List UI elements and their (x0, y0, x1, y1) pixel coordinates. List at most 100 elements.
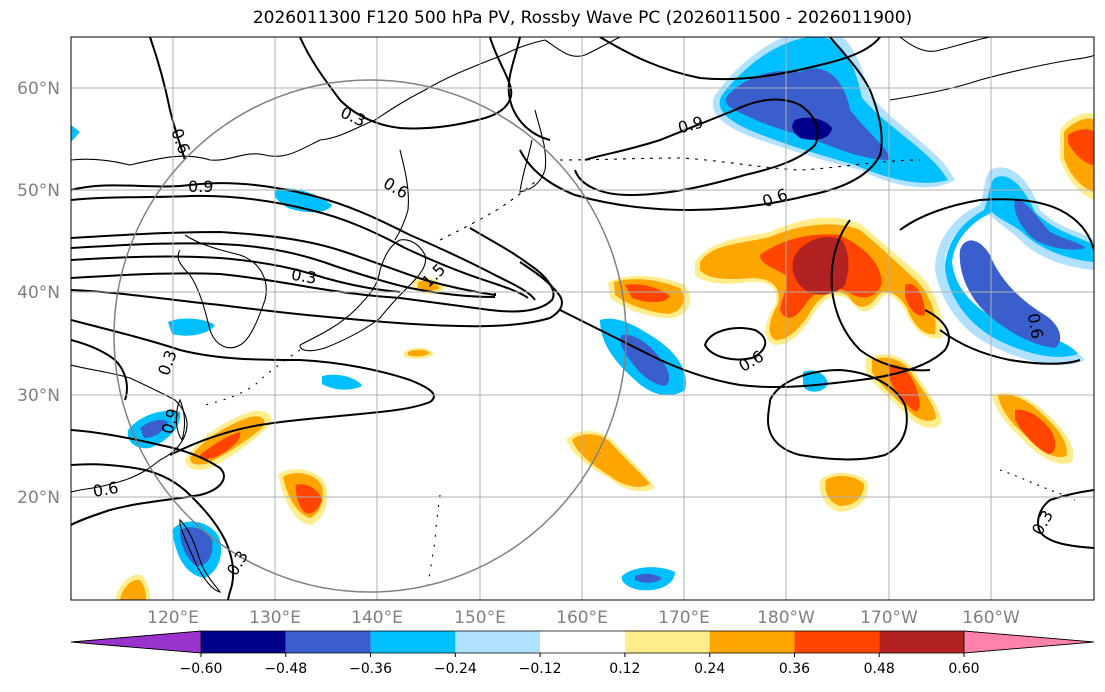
colorbar-extend-min (70, 630, 202, 654)
lon-label: 160°W (962, 608, 1020, 628)
coastline-asia-north (71, 37, 621, 166)
colorbar-extend-max (963, 630, 1095, 654)
negative-anomaly-japan-sea (274, 188, 332, 213)
pv-contour-small-loop (703, 327, 767, 361)
pv-contour-0.6-south (71, 429, 225, 526)
radius-circle (113, 79, 627, 593)
pv-contour-0.9-upper (71, 194, 529, 299)
pv-contour-0.3-east (899, 198, 1094, 365)
colorbar-segment (285, 631, 371, 653)
lon-label: 160°E (556, 608, 608, 628)
lat-label: 50°N (17, 181, 60, 201)
negative-anomaly-north-pacific-3 (725, 68, 890, 160)
positive-anomaly-small-mid-core (408, 349, 430, 357)
positive-anomaly-160w-core (1015, 409, 1056, 454)
negative-anomaly-west-edge (71, 125, 80, 142)
colorbar-tick-label: −0.24 (434, 661, 477, 677)
lon-label: 130°E (249, 608, 301, 628)
positive-anomaly-sw-corner-2 (120, 579, 146, 600)
colorbar-tick-label: 0.60 (948, 661, 979, 677)
colorbar-tick-label: 0.48 (864, 661, 895, 677)
colorbar-tick-label: −0.12 (519, 661, 562, 677)
negative-anomaly-170e-core (620, 334, 670, 386)
positive-anomaly-japan-core (418, 280, 440, 291)
lon-label: 180°W (757, 608, 815, 628)
longitude-labels: 120°E 130°E 140°E 150°E 160°E 170°E 180°… (147, 608, 1020, 628)
pv-contour-jet-4 (71, 227, 555, 313)
negative-anomaly-philippines-core (180, 527, 213, 566)
colorbar-segment (540, 631, 625, 653)
colorbar-tick-label: 0.36 (779, 661, 810, 677)
positive-anomaly-far-ne-core (1068, 129, 1094, 165)
coastlines (71, 37, 1094, 593)
coastline-japan-honshu (299, 239, 427, 352)
positive-anomaly-small-south-2 (825, 475, 864, 506)
coastline-korea-china (177, 234, 267, 349)
pv-contour-outer (71, 261, 563, 328)
pv-contour-jet-3 (71, 255, 401, 293)
colorbar-tick-label: 0.12 (609, 661, 640, 677)
colorbar-segment (455, 631, 541, 653)
colorbar-segment (709, 631, 795, 653)
negative-anomaly-small-2-core (635, 573, 662, 583)
pv-contour-0.9-pacific (574, 98, 819, 197)
contour-label: 0.6 (1024, 312, 1047, 340)
positive-anomaly-170w-core (888, 364, 920, 412)
pv-contour-0.3-south (71, 463, 235, 600)
lat-label: 30°N (17, 386, 60, 406)
colorbar-tick-label: −0.36 (349, 661, 392, 677)
colorbar-segment (879, 631, 964, 653)
contour-label: 0.9 (188, 177, 213, 196)
coastline-taiwan (175, 398, 185, 442)
map-frame (70, 36, 1095, 601)
coastline-china-south (71, 364, 188, 493)
negative-anomaly-east-2 (945, 176, 1094, 357)
map-title: 2026011300 F120 500 hPa PV, Rossby Wave … (252, 8, 913, 28)
negative-anomaly-pacific-small (322, 374, 362, 390)
coastline-kamchatka (519, 109, 547, 193)
negative-anomaly-east-4 (1014, 199, 1085, 250)
pv-contour-0.3-pacific (507, 37, 551, 141)
colorbar-segment (370, 631, 456, 653)
lon-label: 170°E (658, 608, 710, 628)
negative-anomaly-korea (168, 318, 215, 336)
colorbar-segment (624, 631, 710, 653)
negative-anomaly-taiwan-core (140, 420, 168, 438)
coastline-alaska (889, 37, 1094, 101)
positive-anomaly-165e-core (625, 284, 670, 303)
negative-anomaly-north-pacific-core (792, 117, 832, 140)
pv-contour-se (1037, 489, 1094, 549)
pv-contour-0.6-west (149, 37, 186, 161)
colorbar-segment (794, 631, 880, 653)
lon-label: 140°E (351, 608, 403, 628)
lon-label: 170°W (860, 608, 918, 628)
coastline-aleutians (559, 157, 921, 171)
lat-label: 40°N (17, 283, 60, 303)
pv-contour-0.3-right (599, 37, 881, 81)
pv-contour-0.3-north (299, 37, 513, 130)
pv-contour-jet-1 (71, 230, 496, 297)
contour-label: 0.3 (290, 265, 318, 288)
colorbar-tick-label: 0.24 (694, 661, 725, 677)
lat-label: 20°N (17, 488, 60, 508)
colorbar-tick-label: −0.60 (180, 661, 223, 677)
pv-contour-0.3-mid (71, 319, 435, 456)
negative-anomaly-east-3 (959, 240, 1061, 348)
pv-contour-0.6-north (71, 182, 536, 301)
colorbar-tick-label: −0.48 (264, 661, 307, 677)
pv-contour-0.6-loop (559, 309, 950, 389)
coastline-sakhalin (394, 149, 409, 241)
colorbar: −0.60 −0.48 −0.36 −0.24 −0.12 0.12 0.24 0.36 0.4… (70, 630, 1095, 677)
lat-label: 60°N (17, 79, 60, 99)
pv-contour-south-loop (766, 368, 908, 461)
coastline-philippines (179, 518, 222, 593)
lon-label: 120°E (147, 608, 199, 628)
positive-anomaly-160e-2 (572, 434, 650, 487)
pv-contour-0.6-east (830, 219, 931, 372)
positive-anomaly-south-core (295, 484, 322, 514)
coastline-hawaii (999, 469, 1076, 501)
lon-label: 150°E (454, 608, 506, 628)
graticule (71, 37, 1094, 600)
pv-contour-0.6-pacific (519, 37, 883, 212)
